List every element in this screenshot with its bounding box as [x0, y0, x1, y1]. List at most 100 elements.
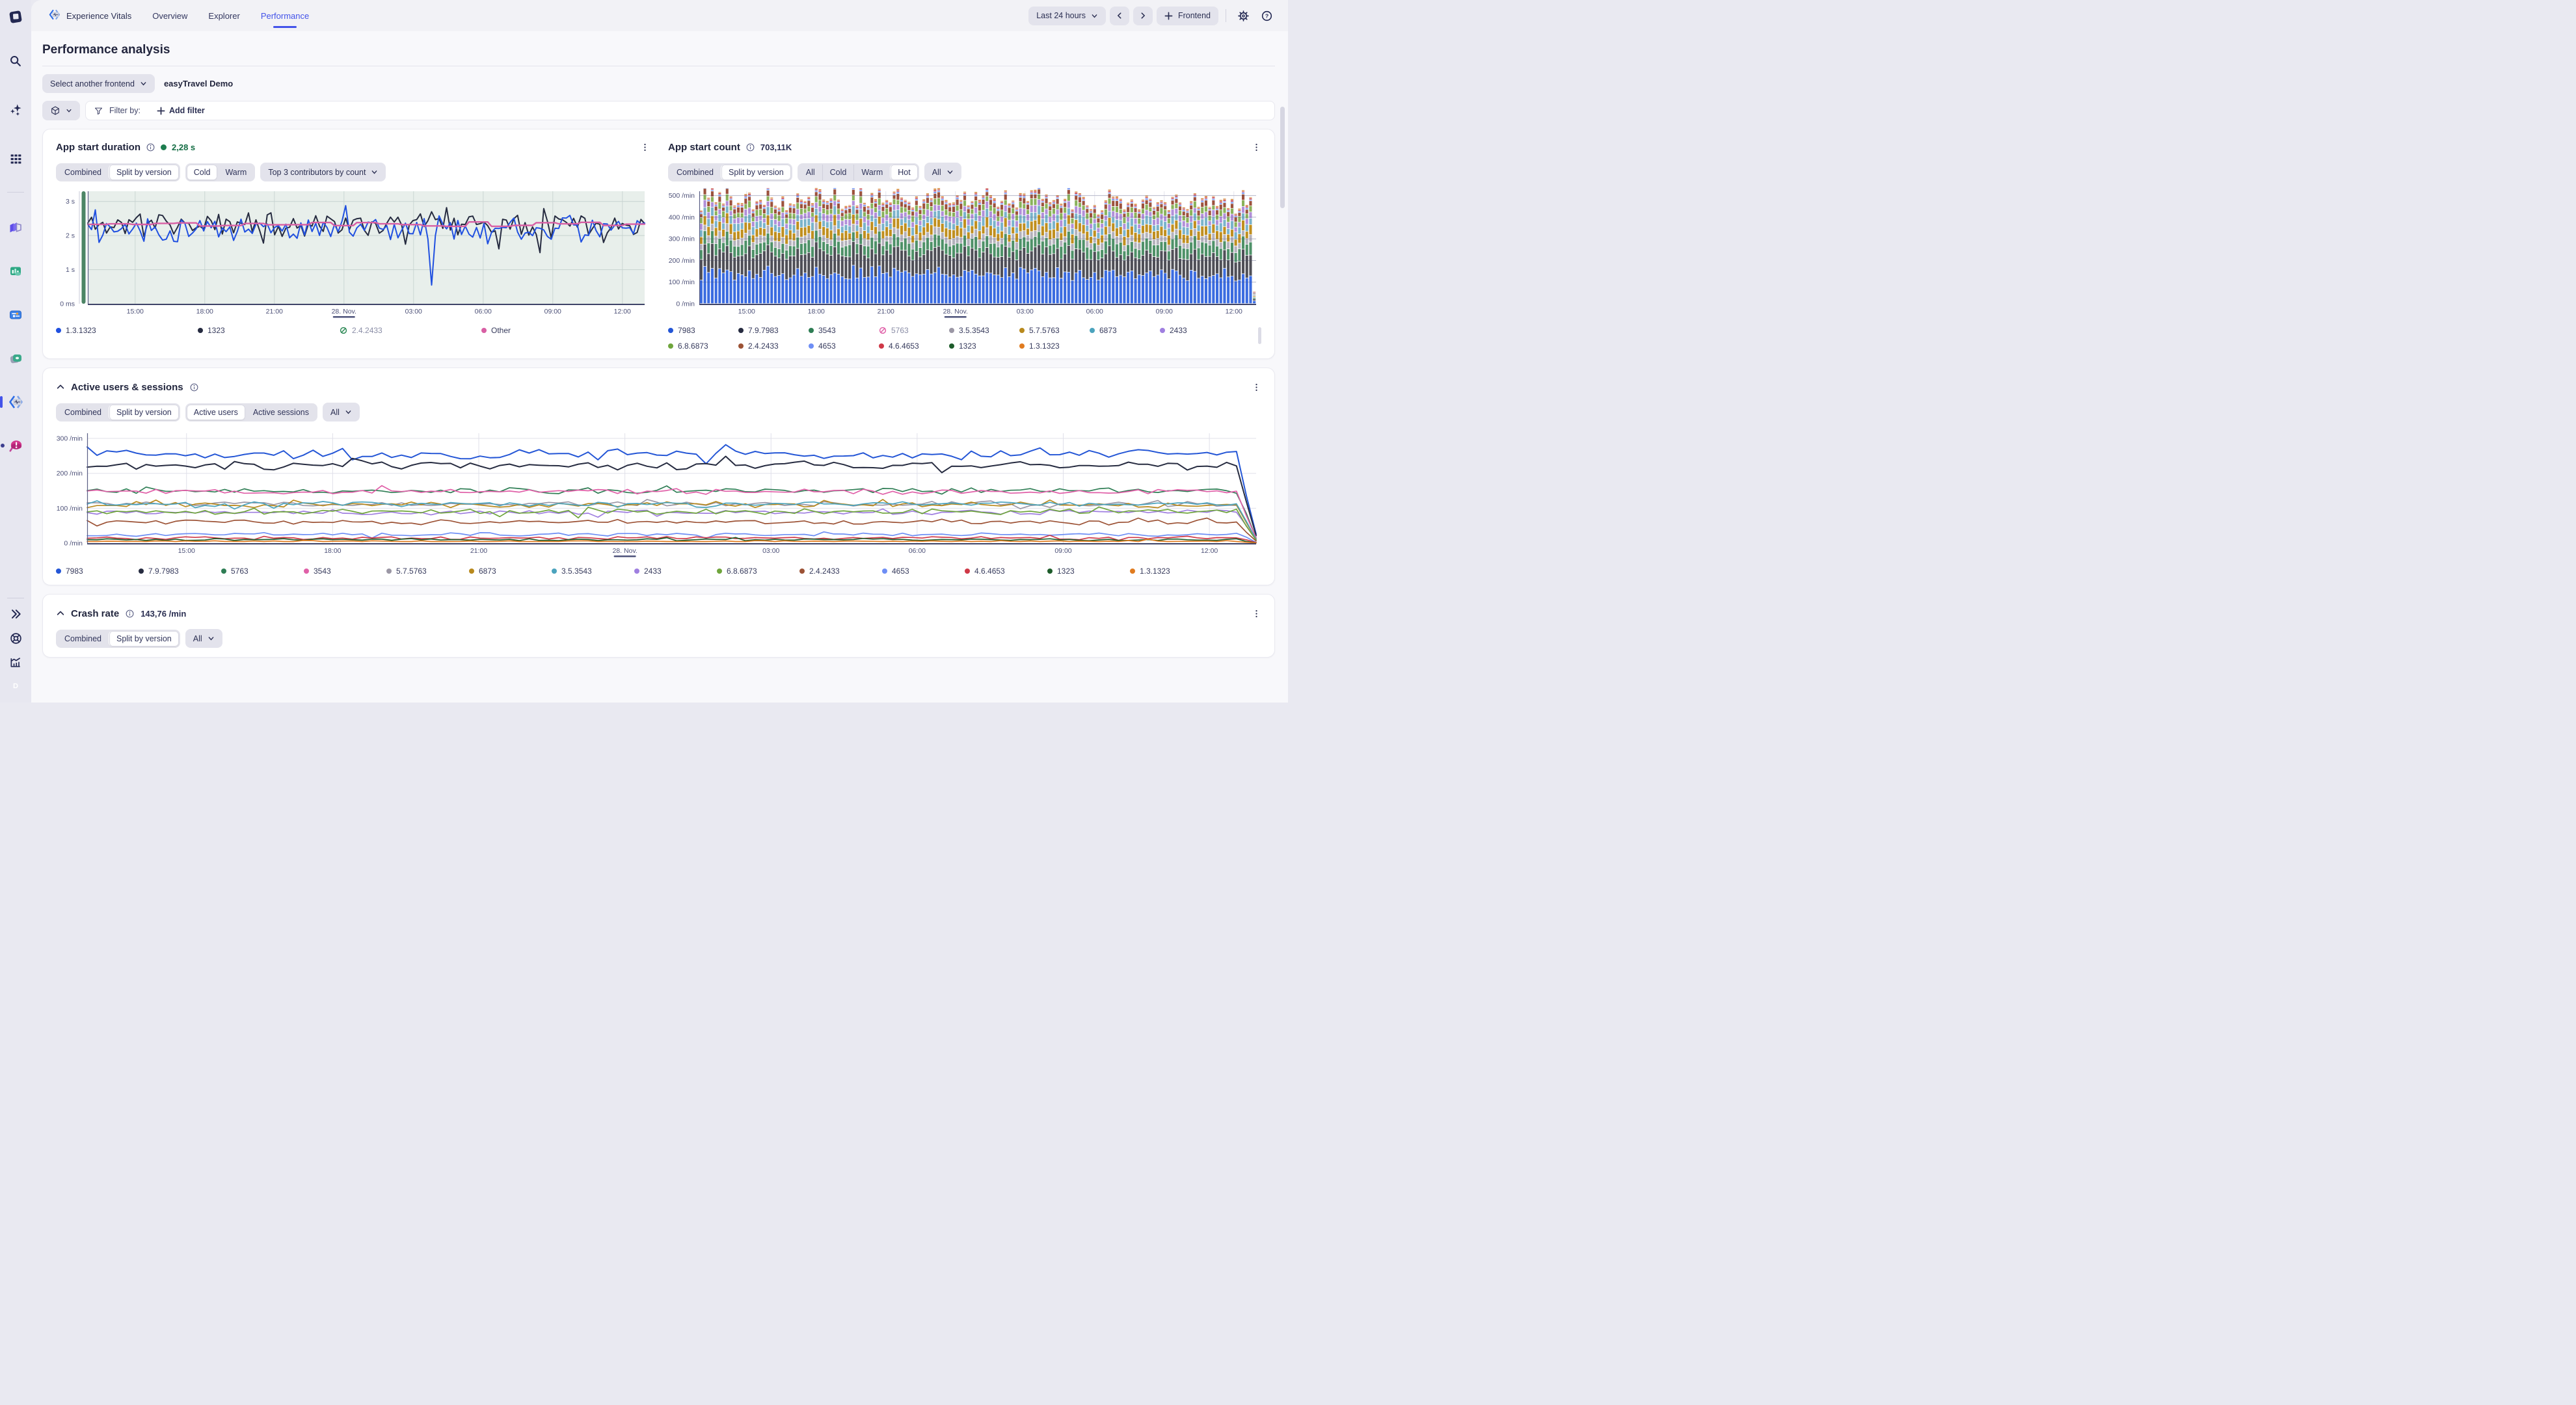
legend-item-7983[interactable]: 7983 — [56, 567, 139, 576]
session-crash-icon[interactable] — [1, 437, 24, 454]
legend-item-5-7-5763[interactable]: 5.7.5763 — [386, 567, 469, 576]
legend-item-4-6-4653[interactable]: 4.6.4653 — [879, 341, 949, 351]
legend-item-3543[interactable]: 3543 — [304, 567, 386, 576]
scope-cube-dropdown[interactable] — [42, 101, 80, 120]
time-back-button[interactable] — [1109, 6, 1129, 25]
page-scrollbar[interactable] — [1280, 107, 1285, 208]
legend-item-2-4-2433[interactable]: 2.4.2433 — [738, 341, 809, 351]
segment-combined[interactable]: Combined — [57, 631, 109, 647]
legend-item-6873[interactable]: 6873 — [469, 567, 552, 576]
filter-bar[interactable]: Filter by: Add filter — [85, 101, 1275, 120]
segment-active-sessions[interactable]: Active sessions — [245, 405, 316, 420]
legend-item-3-5-3543[interactable]: 3.5.3543 — [949, 326, 1019, 335]
kebab-menu-icon[interactable] — [1252, 142, 1261, 152]
info-icon[interactable] — [189, 382, 199, 392]
legend-item-6-8-6873[interactable]: 6.8.6873 — [668, 341, 738, 351]
time-range-selector[interactable]: Last 24 hours — [1028, 6, 1106, 25]
launcher-boxes-icon[interactable] — [7, 219, 24, 236]
legend-item-2-4-2433[interactable]: 2.4.2433 — [799, 567, 882, 576]
legend-item-1-3-1323[interactable]: 1.3.1323 — [1130, 567, 1213, 576]
app-start-count-panel: App start count 703,11K Combined Split by… — [668, 139, 1261, 353]
segment-split-by-version[interactable]: Split by version — [720, 164, 791, 180]
segment-warm[interactable]: Warm — [853, 164, 890, 180]
dropdown-all[interactable]: All — [185, 629, 222, 648]
segment-combined[interactable]: Combined — [57, 405, 109, 420]
segment-combined[interactable]: Combined — [669, 165, 721, 180]
collapse-chevron-icon[interactable] — [56, 382, 65, 392]
kebab-menu-icon[interactable] — [640, 142, 650, 152]
legend-scrollbar[interactable] — [1258, 327, 1261, 344]
select-frontend-dropdown[interactable]: Select another frontend — [42, 74, 155, 93]
segment-cold[interactable]: Cold — [822, 164, 854, 180]
help-icon[interactable]: ? — [1257, 6, 1276, 25]
svg-text:?: ? — [1265, 12, 1268, 19]
legend-item-5763[interactable]: 5763 — [879, 326, 949, 335]
usage-chart-icon[interactable] — [7, 654, 24, 671]
legend-item-4-6-4653[interactable]: 4.6.4653 — [965, 567, 1047, 576]
legend-item-2433[interactable]: 2433 — [1160, 326, 1230, 335]
legend-item-6-8-6873[interactable]: 6.8.6873 — [717, 567, 799, 576]
legend-item-7-9-7983[interactable]: 7.9.7983 — [738, 326, 809, 335]
help-lifebuoy-icon[interactable] — [7, 630, 24, 647]
legend-item-2433[interactable]: 2433 — [634, 567, 717, 576]
legend-item-2-4-2433[interactable]: 2.4.2433 — [340, 326, 481, 335]
legend-item-1-3-1323[interactable]: 1.3.1323 — [1019, 341, 1090, 351]
kebab-menu-icon[interactable] — [1252, 382, 1261, 392]
legend-item-3-5-3543[interactable]: 3.5.3543 — [552, 567, 634, 576]
dropdown-top-3-contributors-by-count[interactable]: Top 3 contributors by count — [260, 163, 386, 181]
user-avatar[interactable]: D — [13, 682, 18, 690]
app-start-duration-chart[interactable]: 3 s 2 s 1 s 0 ms 15:00 18:00 21:00 28. Nov. 03:0… — [56, 188, 650, 319]
hub-icon[interactable] — [7, 350, 24, 367]
svg-text:06:00: 06:00 — [1086, 308, 1103, 315]
svg-text:28. Nov.: 28. Nov. — [943, 308, 968, 315]
info-icon[interactable] — [125, 609, 135, 619]
dropdown-all[interactable]: All — [924, 163, 961, 181]
segment-split-by-version[interactable]: Split by version — [108, 404, 179, 420]
expand-rail-icon[interactable] — [7, 606, 24, 622]
legend-item-6873[interactable]: 6873 — [1090, 326, 1160, 335]
info-icon[interactable] — [146, 142, 155, 152]
add-frontend-button[interactable]: Frontend — [1156, 6, 1218, 25]
cube-icon — [51, 106, 59, 115]
segment-active-users[interactable]: Active users — [186, 404, 245, 420]
segment-split-by-version[interactable]: Split by version — [108, 630, 179, 647]
legend-item-4653[interactable]: 4653 — [809, 341, 879, 351]
legend-item-7-9-7983[interactable]: 7.9.7983 — [139, 567, 221, 576]
legend-label: 2433 — [644, 567, 662, 576]
legend-item-5763[interactable]: 5763 — [221, 567, 304, 576]
segment-cold[interactable]: Cold — [186, 164, 218, 180]
legend-item-1323[interactable]: 1323 — [949, 341, 1019, 351]
add-filter-button[interactable]: Add filter — [153, 105, 209, 116]
segment-combined[interactable]: Combined — [57, 165, 109, 180]
dashboards-icon[interactable] — [7, 263, 24, 280]
tab-overview[interactable]: Overview — [151, 0, 189, 31]
app-start-count-chart[interactable]: 500 /min 400 /min 300 /min 200 /min 100 /min… — [668, 184, 1261, 319]
info-icon[interactable] — [745, 142, 755, 152]
experience-vitals-icon[interactable] — [0, 394, 24, 410]
legend-item-1-3-1323[interactable]: 1.3.1323 — [56, 326, 198, 335]
segment-all[interactable]: All — [799, 165, 822, 180]
segment-warm[interactable]: Warm — [217, 165, 254, 180]
legend-item-4653[interactable]: 4653 — [882, 567, 965, 576]
legend-item-other[interactable]: Other — [481, 326, 623, 335]
legend-item-5-7-5763[interactable]: 5.7.5763 — [1019, 326, 1090, 335]
legend-item-1323[interactable]: 1323 — [1047, 567, 1130, 576]
panel-value: 703,11K — [760, 142, 792, 152]
dropdown-all[interactable]: All — [323, 403, 360, 421]
active-users-chart[interactable]: 300 /min 200 /min 100 /min 0 /min 15:00 18:00… — [56, 430, 1261, 559]
sparkles-ai-icon[interactable] — [7, 101, 24, 118]
time-forward-button[interactable] — [1133, 6, 1153, 25]
legend-item-7983[interactable]: 7983 — [668, 326, 738, 335]
segment-split-by-version[interactable]: Split by version — [108, 164, 179, 180]
tab-explorer[interactable]: Explorer — [207, 0, 241, 31]
workflows-icon[interactable] — [7, 306, 24, 323]
search-icon[interactable] — [7, 53, 24, 70]
collapse-chevron-icon[interactable] — [56, 609, 65, 618]
legend-item-1323[interactable]: 1323 — [198, 326, 340, 335]
legend-item-3543[interactable]: 3543 — [809, 326, 879, 335]
app-grid-icon[interactable] — [7, 150, 24, 167]
segment-hot[interactable]: Hot — [890, 164, 918, 180]
gear-icon[interactable] — [1233, 6, 1253, 25]
tab-performance[interactable]: Performance — [260, 0, 310, 31]
kebab-menu-icon[interactable] — [1252, 609, 1261, 619]
